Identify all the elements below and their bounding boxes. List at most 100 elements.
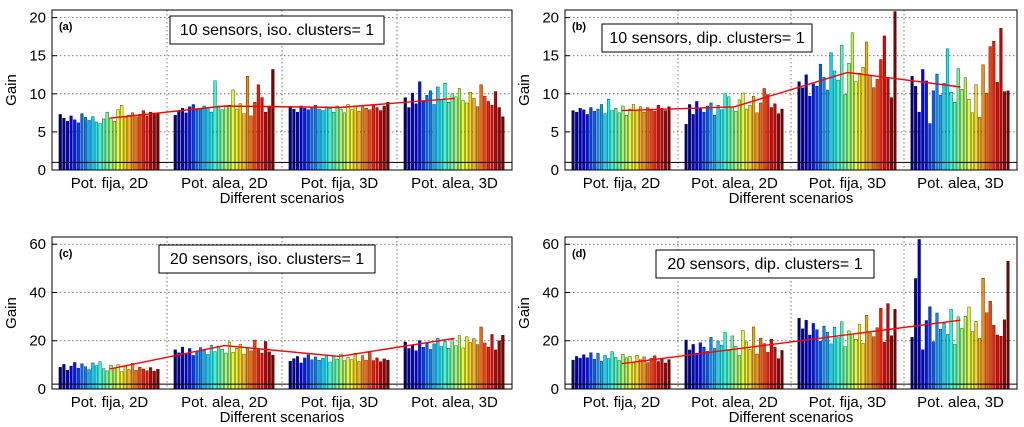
bar <box>766 94 770 171</box>
bar <box>695 101 699 171</box>
bar <box>238 343 242 390</box>
bar <box>780 350 784 390</box>
bar <box>386 102 390 171</box>
bar <box>889 335 893 390</box>
category-label: Pot. fija, 2D <box>583 175 661 192</box>
bar <box>80 113 84 171</box>
bar <box>177 352 181 390</box>
bar <box>202 105 206 171</box>
bar <box>691 344 695 390</box>
bar <box>414 350 418 390</box>
bar <box>364 108 368 171</box>
bar <box>332 111 336 171</box>
bar <box>928 123 932 171</box>
bar <box>253 102 257 171</box>
bar <box>847 63 851 171</box>
chart-title: 20 sensors, dip. clusters= 1 <box>667 256 862 273</box>
bar <box>985 92 989 171</box>
bar <box>773 347 777 390</box>
bar <box>836 79 840 171</box>
bar <box>801 87 805 171</box>
bar <box>116 109 120 171</box>
bar <box>917 111 921 171</box>
category-label: Pot. alea, 3D <box>411 394 498 411</box>
bar <box>942 82 946 171</box>
bar <box>145 370 149 390</box>
bar <box>177 110 181 171</box>
bar <box>970 112 974 171</box>
bar <box>840 321 844 390</box>
bar <box>461 347 465 390</box>
bar <box>350 109 354 171</box>
bar <box>780 108 784 171</box>
bar <box>970 331 974 390</box>
bar <box>811 323 815 390</box>
bar <box>607 98 611 171</box>
bar <box>472 98 476 171</box>
bar <box>105 111 109 171</box>
bar <box>425 342 429 390</box>
bar <box>235 348 239 390</box>
bar <box>476 106 480 171</box>
bar <box>734 346 738 390</box>
trend-line <box>109 337 455 370</box>
bar <box>635 109 639 171</box>
bar <box>450 339 454 390</box>
bar <box>342 360 346 390</box>
bar <box>910 336 914 390</box>
bar <box>238 103 242 171</box>
bar <box>910 76 914 171</box>
bar <box>723 332 727 390</box>
bar <box>705 351 709 390</box>
bar <box>501 335 505 390</box>
bar <box>808 334 812 390</box>
bar <box>935 312 939 390</box>
bar <box>418 81 422 171</box>
bar <box>468 92 472 171</box>
bar <box>375 107 379 171</box>
bar <box>684 124 688 171</box>
axes-frame <box>564 9 1018 171</box>
bar <box>610 351 614 390</box>
bar <box>646 362 650 390</box>
bar <box>418 340 422 390</box>
bar <box>213 351 217 390</box>
panel-label: (b) <box>572 21 586 33</box>
bar <box>256 84 260 171</box>
y-tick-label: 20 <box>542 333 559 350</box>
category-label: Pot. fija, 3D <box>809 175 887 192</box>
bar <box>271 69 275 171</box>
bar <box>328 361 332 390</box>
bar <box>227 341 231 390</box>
bar <box>667 106 671 171</box>
category-label: Pot. alea, 2D <box>691 175 778 192</box>
bar <box>720 345 724 390</box>
bar <box>288 106 292 171</box>
title-box <box>655 249 875 279</box>
bar <box>865 41 869 171</box>
bar <box>921 349 925 390</box>
bar <box>999 28 1003 171</box>
bar <box>981 64 985 171</box>
bar <box>727 96 731 171</box>
bar <box>737 99 741 171</box>
category-label: Pot. fija, 3D <box>301 394 379 411</box>
bar <box>720 109 724 171</box>
panel-label: (a) <box>59 21 73 33</box>
bar <box>246 347 250 390</box>
bar <box>935 73 939 171</box>
bar <box>141 368 145 390</box>
bar <box>342 112 346 171</box>
bar <box>429 90 433 171</box>
bar <box>116 364 120 390</box>
bar <box>847 330 851 390</box>
bar <box>123 366 127 390</box>
bar <box>432 104 436 171</box>
bar <box>656 105 660 171</box>
bar <box>727 350 731 390</box>
bar <box>882 35 886 171</box>
bar <box>224 352 228 390</box>
bar <box>762 88 766 171</box>
bar <box>663 110 667 171</box>
